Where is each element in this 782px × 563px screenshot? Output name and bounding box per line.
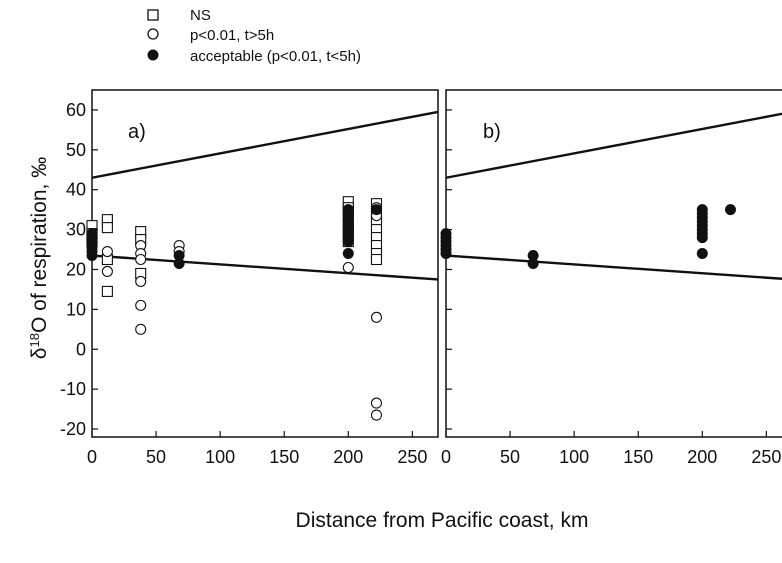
y-axis-ticks [446, 109, 452, 430]
x-tick-label: 250 [397, 447, 427, 467]
panel-label-b: b) [483, 121, 501, 143]
panel-b: 0 50 100 150 200 250 b) [440, 89, 782, 467]
x-tick-label: 0 [441, 447, 451, 467]
plot-frame [445, 89, 782, 438]
data-point-filled-circle [86, 250, 98, 262]
regression-lines [91, 110, 439, 281]
legend-marker-open-square-icon [147, 9, 159, 21]
data-point-filled-circle [724, 204, 736, 216]
y-tick-label: 10 [66, 299, 86, 319]
x-tick-label: 0 [87, 447, 97, 467]
legend-marker-open-circle-icon [147, 28, 159, 40]
legend-item-open-circle: p<0.01, t>5h [147, 27, 274, 44]
x-tick-label: 100 [205, 447, 235, 467]
legend: NS p<0.01, t>5h acceptable (p<0.01, t<5h… [147, 7, 361, 65]
y-tick-label: 50 [66, 140, 86, 160]
data-point-open-circle [370, 397, 383, 409]
panel-a: -20 -10 0 10 20 30 40 50 60 0 50 100 150 200 250 a) [60, 89, 439, 467]
x-tick-label: 150 [269, 447, 299, 467]
data-point-filled-circle [342, 248, 354, 260]
y-axis-ticks: -20 -10 0 10 20 30 40 50 60 [60, 100, 98, 439]
y-tick-label: -10 [60, 379, 86, 399]
panel-label-a: a) [128, 121, 146, 143]
upper-trend-line [91, 110, 439, 179]
y-tick-label: 60 [66, 100, 86, 120]
x-tick-label: 50 [146, 447, 166, 467]
x-tick-label: 50 [500, 447, 520, 467]
lower-trend-line [445, 254, 782, 280]
x-axis-ticks: 0 50 100 150 200 250 [87, 431, 427, 467]
lower-trend-line [91, 254, 439, 281]
legend-marker-filled-circle-icon [147, 49, 159, 61]
legend-label: acceptable (p<0.01, t<5h) [190, 48, 361, 65]
x-axis-ticks: 0 50 100 150 200 250 [441, 431, 781, 467]
data-point-filled-circle [440, 248, 452, 260]
legend-label: p<0.01, t>5h [190, 27, 274, 44]
y-tick-label: 30 [66, 220, 86, 240]
data-point-open-circle [135, 299, 147, 311]
data-point-open-circle [342, 261, 354, 274]
x-axis-label: Distance from Pacific coast, km [296, 509, 589, 532]
x-tick-label: 200 [687, 447, 717, 467]
data-point-filled-circle [173, 258, 185, 269]
legend-item-ns: NS [147, 7, 211, 24]
data-points [86, 196, 383, 421]
x-tick-label: 200 [333, 447, 363, 467]
data-point-open-circle [370, 409, 383, 421]
y-axis-label: δ18O of respiration, ‰ [27, 157, 52, 359]
data-point-filled-circle [370, 204, 382, 216]
data-point-open-square [101, 285, 113, 297]
data-point-open-square [101, 222, 113, 234]
x-tick-label: 150 [623, 447, 653, 467]
data-point-filled-circle [696, 248, 708, 260]
data-point-open-circle [101, 265, 113, 278]
data-point-open-circle [135, 323, 147, 335]
data-point-filled-circle [696, 232, 708, 244]
y-tick-label: 20 [66, 259, 86, 279]
y-tick-label: 0 [76, 339, 86, 359]
data-point-filled-circle [527, 258, 539, 269]
data-points [440, 204, 736, 269]
legend-label: NS [190, 7, 211, 24]
data-point-open-circle [135, 253, 147, 266]
y-tick-label: -20 [60, 419, 86, 439]
data-point-open-circle [135, 275, 147, 287]
x-tick-label: 100 [559, 447, 589, 467]
data-point-open-circle [101, 245, 113, 258]
plot-frame [91, 89, 439, 438]
upper-trend-line [445, 112, 782, 179]
x-tick-label: 250 [751, 447, 781, 467]
data-point-open-square [370, 253, 383, 266]
data-point-open-circle [370, 311, 383, 323]
legend-item-filled-circle: acceptable (p<0.01, t<5h) [147, 48, 361, 65]
data-point-filled-circle [342, 236, 354, 248]
regression-lines [445, 112, 782, 280]
y-tick-label: 40 [66, 180, 86, 200]
